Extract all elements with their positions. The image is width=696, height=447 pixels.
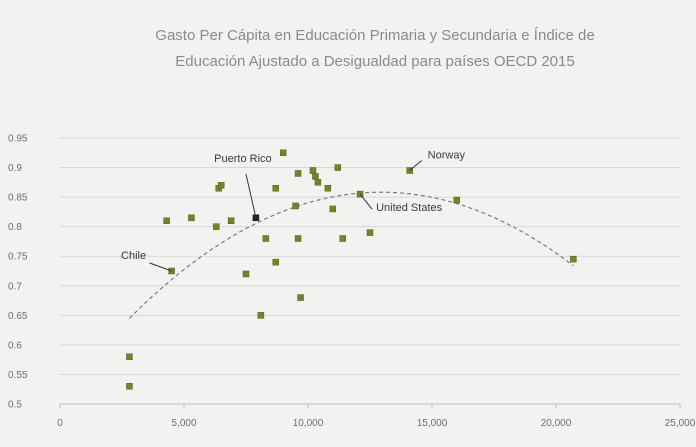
data-point <box>188 214 195 222</box>
trendline-curve <box>128 191 574 319</box>
data-point <box>312 173 319 180</box>
x-tick-label: 15,000 <box>417 418 448 429</box>
y-tick-label: 0.9 <box>8 163 22 174</box>
annotations: Puerto Rico Norway United States Chile <box>121 150 466 272</box>
axes: 0.5 0.55 0.6 0.65 0.7 0.75 0.8 0.85 0.9 0.95 0 5,00… <box>8 134 696 430</box>
annotation-leader <box>245 173 257 218</box>
data-point <box>242 270 250 278</box>
chart-title-line-1: Gasto Per Cápita en Educación Primaria y… <box>155 27 594 44</box>
y-tick-label: 0.5 <box>8 400 22 411</box>
data-point <box>297 294 304 301</box>
y-tick-label: 0.55 <box>8 370 28 381</box>
y-tick-label: 0.7 <box>8 281 22 292</box>
data-point <box>217 182 225 189</box>
data-point <box>272 258 280 266</box>
data-point <box>126 383 133 390</box>
data-point <box>324 184 332 192</box>
data-point <box>339 235 346 242</box>
data-point <box>570 255 577 263</box>
data-point <box>262 235 270 242</box>
x-tick-label: 25,000 <box>665 418 696 429</box>
gridlines <box>60 137 680 405</box>
data-point <box>227 217 235 225</box>
y-tick-label: 0.85 <box>8 193 28 204</box>
data-point <box>272 184 280 192</box>
data-point <box>212 223 220 230</box>
data-point <box>279 149 287 157</box>
x-tick-label: 10,000 <box>293 418 324 429</box>
x-tick-label: 20,000 <box>541 418 572 429</box>
data-point <box>294 170 302 177</box>
x-tick-label: 0 <box>57 418 63 429</box>
data-point <box>309 167 317 174</box>
annotation-leader <box>149 262 172 272</box>
annotation-label: Puerto Rico <box>214 153 271 165</box>
x-tick-label: 5,000 <box>171 418 196 429</box>
data-point <box>126 353 133 360</box>
annotation-label: Norway <box>428 150 466 162</box>
data-point <box>366 229 374 236</box>
data-point <box>257 312 265 319</box>
annotation-label: United States <box>376 202 443 214</box>
data-point <box>314 179 322 186</box>
trendline <box>128 191 574 319</box>
annotation-leader <box>359 193 373 210</box>
data-point <box>294 235 302 242</box>
chart-title-line-2: Educación Ajustado a Desigualdad para pa… <box>175 53 574 70</box>
data-point <box>292 202 299 210</box>
y-tick-label: 0.95 <box>8 134 28 145</box>
annotation-leader <box>409 160 423 171</box>
data-point <box>329 205 337 213</box>
annotation-label: Chile <box>121 250 146 262</box>
y-tick-label: 0.6 <box>8 340 22 351</box>
data-point <box>334 164 342 171</box>
data-point <box>163 217 170 225</box>
data-points <box>126 149 577 390</box>
y-tick-label: 0.8 <box>8 222 22 233</box>
y-tick-label: 0.65 <box>8 311 28 322</box>
y-tick-label: 0.75 <box>8 252 28 263</box>
data-point <box>453 196 461 204</box>
